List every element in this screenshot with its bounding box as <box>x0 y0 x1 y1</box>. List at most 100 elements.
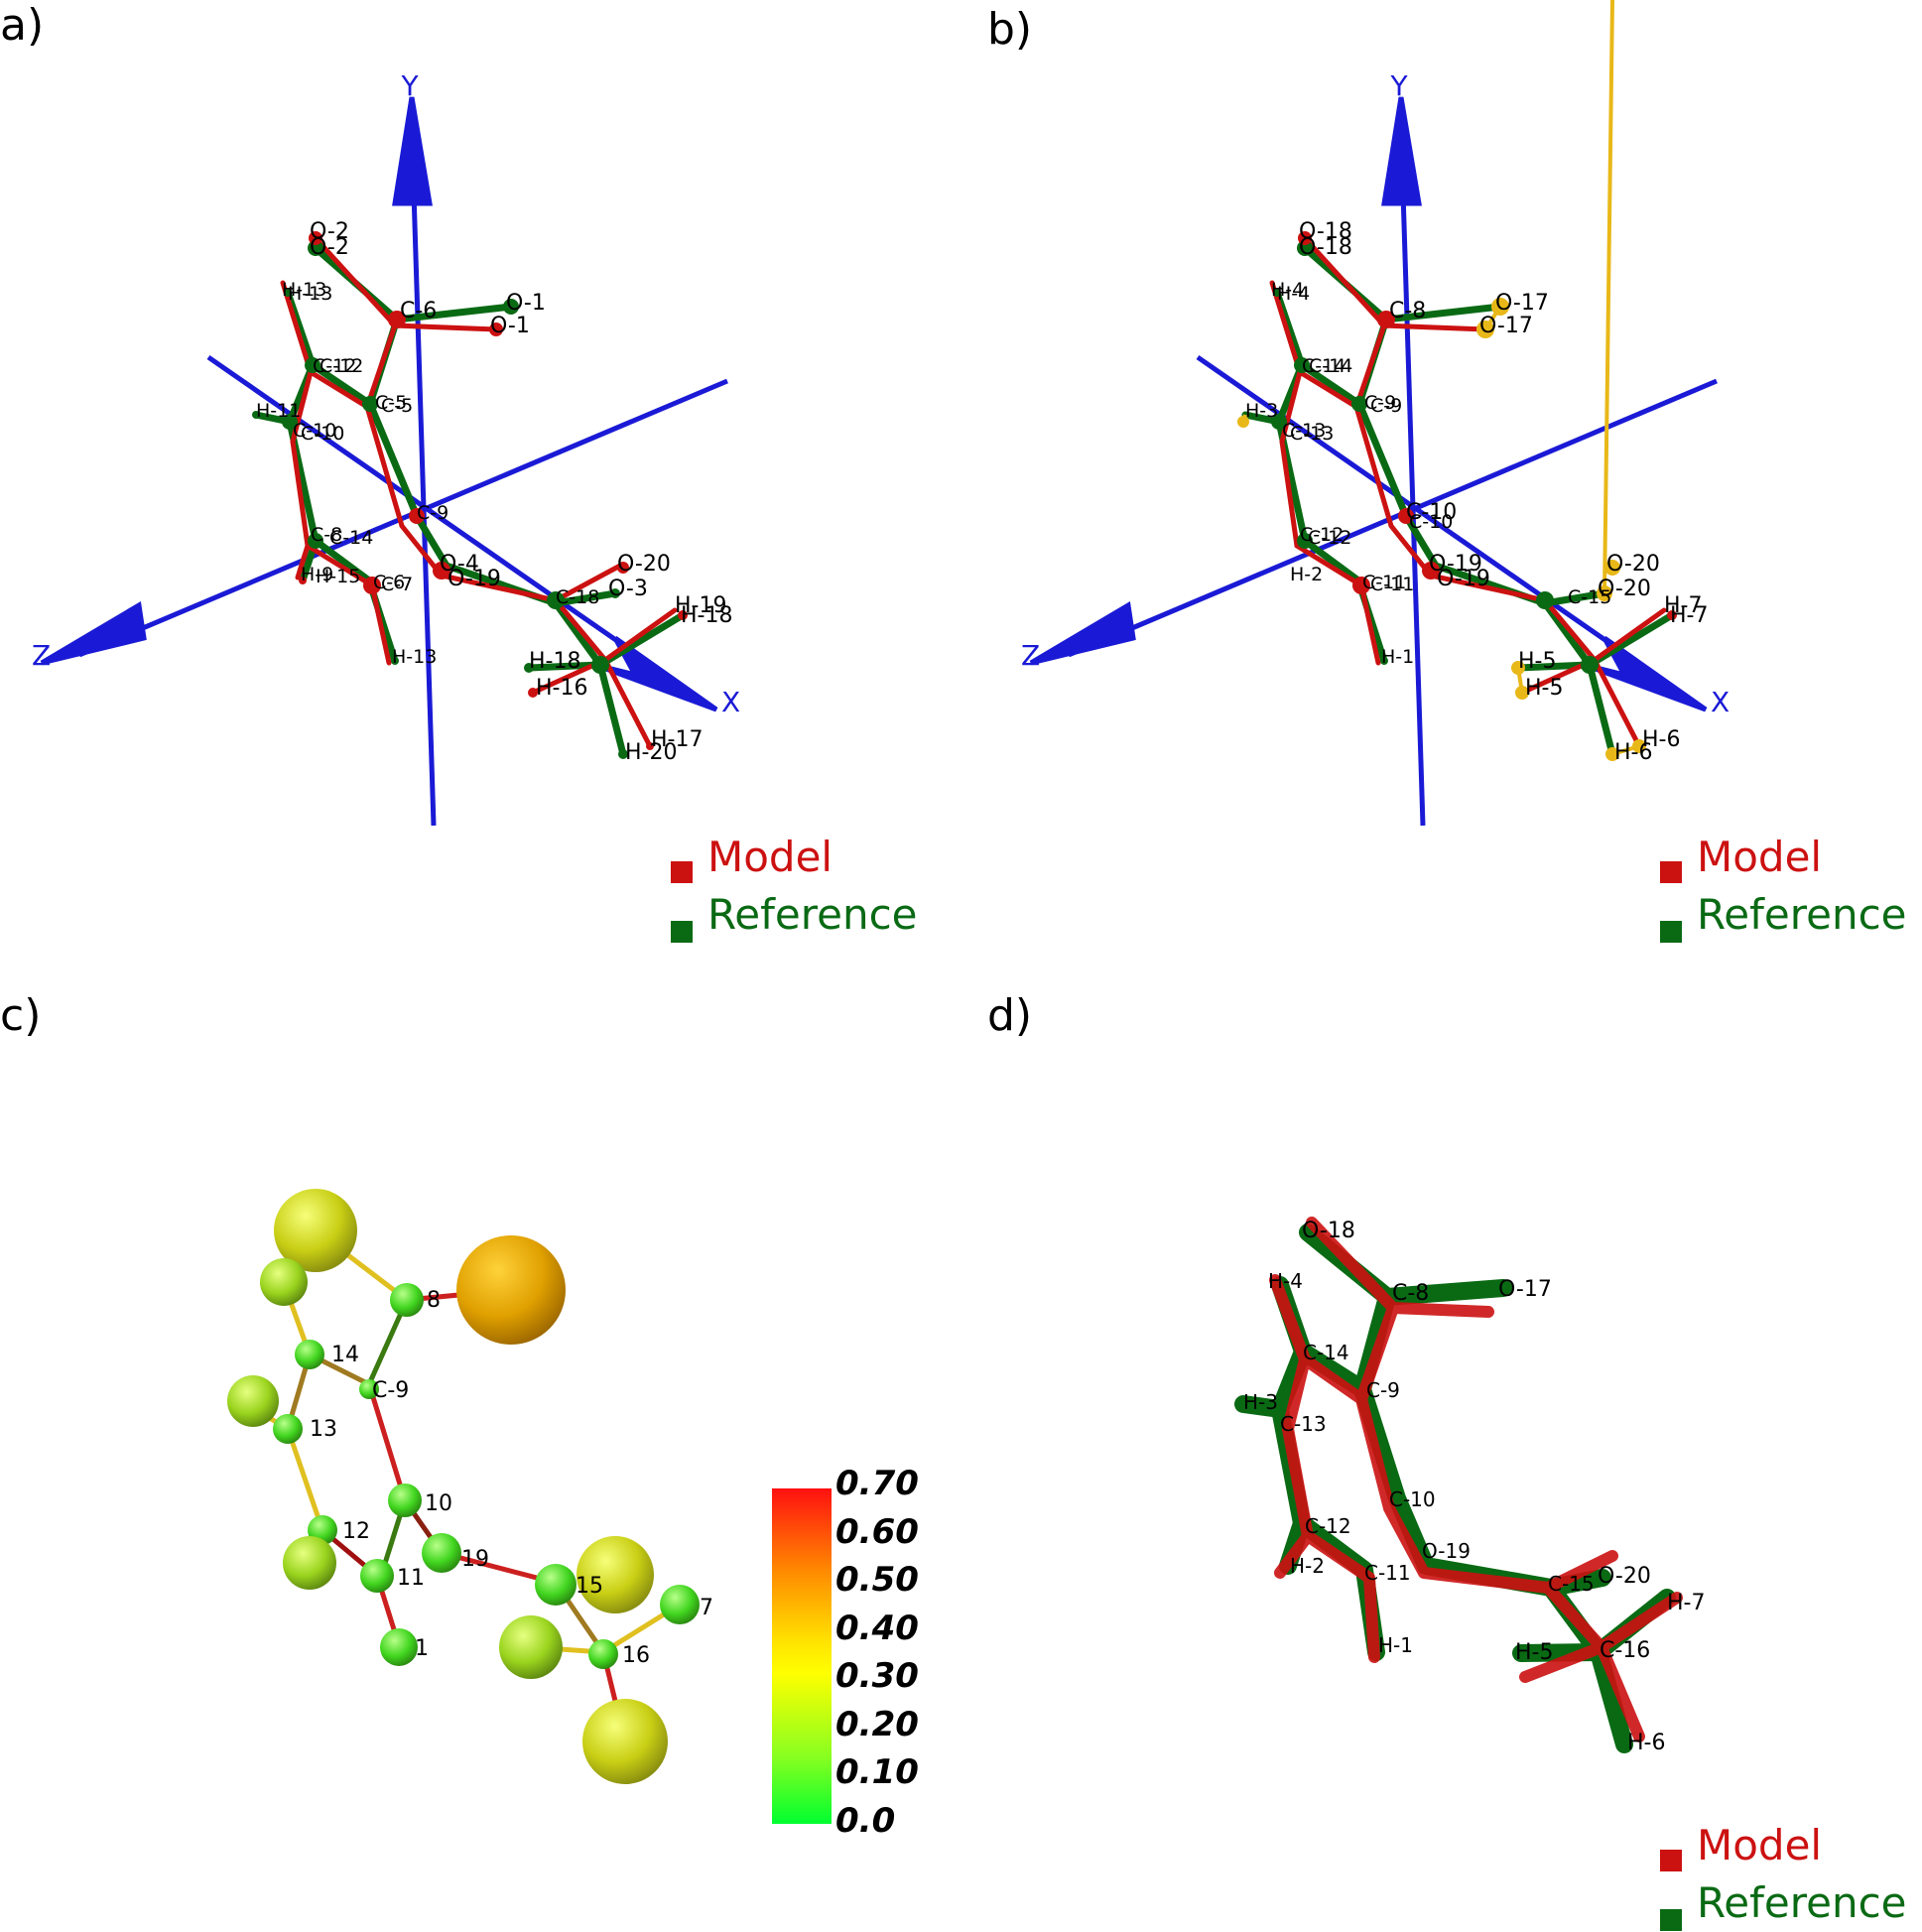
atom-label: O-20 <box>1598 577 1651 601</box>
atom-sphere <box>456 1235 566 1345</box>
atom-sphere <box>535 1564 577 1606</box>
axis-triad <box>1029 96 1718 827</box>
atom-label: H-7 <box>1670 603 1708 628</box>
atom-label: C-13 <box>1280 1412 1327 1436</box>
atom-label: H-15 <box>316 566 360 587</box>
y-axis-label: Y <box>1389 69 1408 102</box>
legend-swatch-reference <box>1660 921 1682 943</box>
atom-label: C-8 <box>1392 1281 1429 1306</box>
atom-label: C-10 <box>301 423 344 445</box>
colorbar-tick: 0.50 <box>835 1560 919 1600</box>
colorbar-ticks: 0.70 0.60 0.50 0.40 0.30 0.20 0.10 0.0 <box>835 1464 919 1841</box>
y-axis <box>409 128 437 827</box>
atom-label: H-11 <box>256 400 301 422</box>
atom-label: 19 <box>461 1547 489 1572</box>
panel-a <box>40 96 728 827</box>
model-molecule <box>1269 1217 1683 1742</box>
atom-label: C-11 <box>1364 1561 1411 1585</box>
legend-swatch-reference <box>671 921 693 943</box>
atom-label: C-10 <box>1389 1487 1436 1511</box>
legend-swatch-model <box>1660 1850 1682 1871</box>
z-axis <box>78 378 728 658</box>
x-axis-label: X <box>1711 686 1730 718</box>
atom-label: O-4 <box>440 552 479 577</box>
atom-label: O-19 <box>1429 552 1482 577</box>
legend-reference-label: Reference <box>707 890 918 939</box>
y-axis <box>1398 128 1426 827</box>
atom-label: O-1 <box>490 314 530 338</box>
y-axis-arrowhead <box>392 96 433 206</box>
atom-dots <box>252 231 688 759</box>
atom-label: O-2 <box>310 219 349 244</box>
legend-swatch-model <box>1660 861 1682 883</box>
atom-label: C-15 <box>1548 1572 1595 1596</box>
atom-label: H-1 <box>1378 1633 1413 1657</box>
atom-label: C-6 <box>400 299 437 323</box>
legend-panel-b <box>1660 861 1682 943</box>
atom-label: H-6 <box>1627 1731 1665 1755</box>
atom-label: C-15 <box>1568 586 1611 608</box>
z-axis <box>1068 378 1718 658</box>
colorbar-tick: 0.70 <box>835 1464 919 1503</box>
atom-label: 11 <box>397 1566 425 1591</box>
atom-label: C-14 <box>1302 355 1345 377</box>
atom-label: O-19 <box>1437 567 1490 591</box>
atom-label: C-13 <box>1282 420 1326 442</box>
atom-label: O-18 <box>1299 219 1352 244</box>
atom-label: O-17 <box>1498 1277 1552 1302</box>
x-axis-arrowhead <box>1584 635 1708 712</box>
panel-label-c: c) <box>0 990 42 1041</box>
atom-sphere <box>588 1639 618 1669</box>
panel-label-b: b) <box>987 4 1033 55</box>
x-axis-label: X <box>721 686 740 718</box>
atom-label: H-2 <box>1290 564 1323 585</box>
z-axis-label: Z <box>32 639 51 672</box>
panel-label-a: a) <box>0 0 45 51</box>
atom-label: H-16 <box>536 676 587 701</box>
atom-label: H-3 <box>1245 400 1278 422</box>
legend-model-label: Model <box>1697 1821 1822 1869</box>
atom-label: C-8 <box>1389 299 1426 323</box>
atom-sphere <box>360 1559 394 1593</box>
atom-label: C-10 <box>1406 500 1457 525</box>
atom-label: C-6 <box>373 572 405 593</box>
atom-label: H-6 <box>1614 740 1652 765</box>
colorbar-tick: 0.30 <box>835 1656 919 1696</box>
atom-sphere <box>274 1189 357 1272</box>
atom-label: C-18 <box>556 586 599 608</box>
atom-label: 12 <box>342 1519 370 1544</box>
atom-label: O-19 <box>448 567 501 591</box>
atom-sphere <box>660 1585 700 1624</box>
atom-label: H-7 <box>1667 1591 1705 1615</box>
atom-label: 14 <box>331 1343 359 1367</box>
text-layer: Y X Z O-2 O-2 H-13 H-13 C-6 O-1 O-1 C-12… <box>32 69 1907 1927</box>
legend-swatch-model <box>671 861 693 883</box>
legend-model-label: Model <box>707 833 833 881</box>
atom-sphere <box>422 1533 461 1573</box>
atom-label: H-13 <box>392 646 437 668</box>
legend-swatch-reference <box>1660 1909 1682 1931</box>
atom-label: C-14 <box>329 527 373 549</box>
atom-sphere <box>227 1375 279 1427</box>
atom-sphere <box>380 1628 418 1666</box>
colorbar-tick: 0.0 <box>835 1801 895 1841</box>
legend-panel-a <box>671 861 693 943</box>
atom-label: H-6 <box>1642 727 1680 752</box>
atom-label: C-12 <box>1308 527 1351 549</box>
atom-dots <box>1271 231 1677 674</box>
panel-c <box>227 1189 832 1824</box>
z-axis-arrowhead <box>40 600 147 666</box>
atom-label: C-8 <box>311 524 342 546</box>
atom-label: H-2 <box>1290 1554 1325 1578</box>
atom-label: H-4 <box>1271 279 1304 301</box>
atom-label: H-9 <box>301 564 333 585</box>
atom-label: C-9 <box>417 502 448 524</box>
atom-label: 13 <box>310 1417 337 1442</box>
atom-label: C-5 <box>375 392 407 414</box>
atom-label: C-14 <box>1309 355 1352 377</box>
atom-label: H-3 <box>1243 1390 1278 1414</box>
atom-label: C-12 <box>1305 1514 1351 1538</box>
atom-label: H-4 <box>1277 283 1310 305</box>
colorbar-tick: 0.40 <box>835 1609 919 1648</box>
atom-label: H-18 <box>681 603 732 628</box>
